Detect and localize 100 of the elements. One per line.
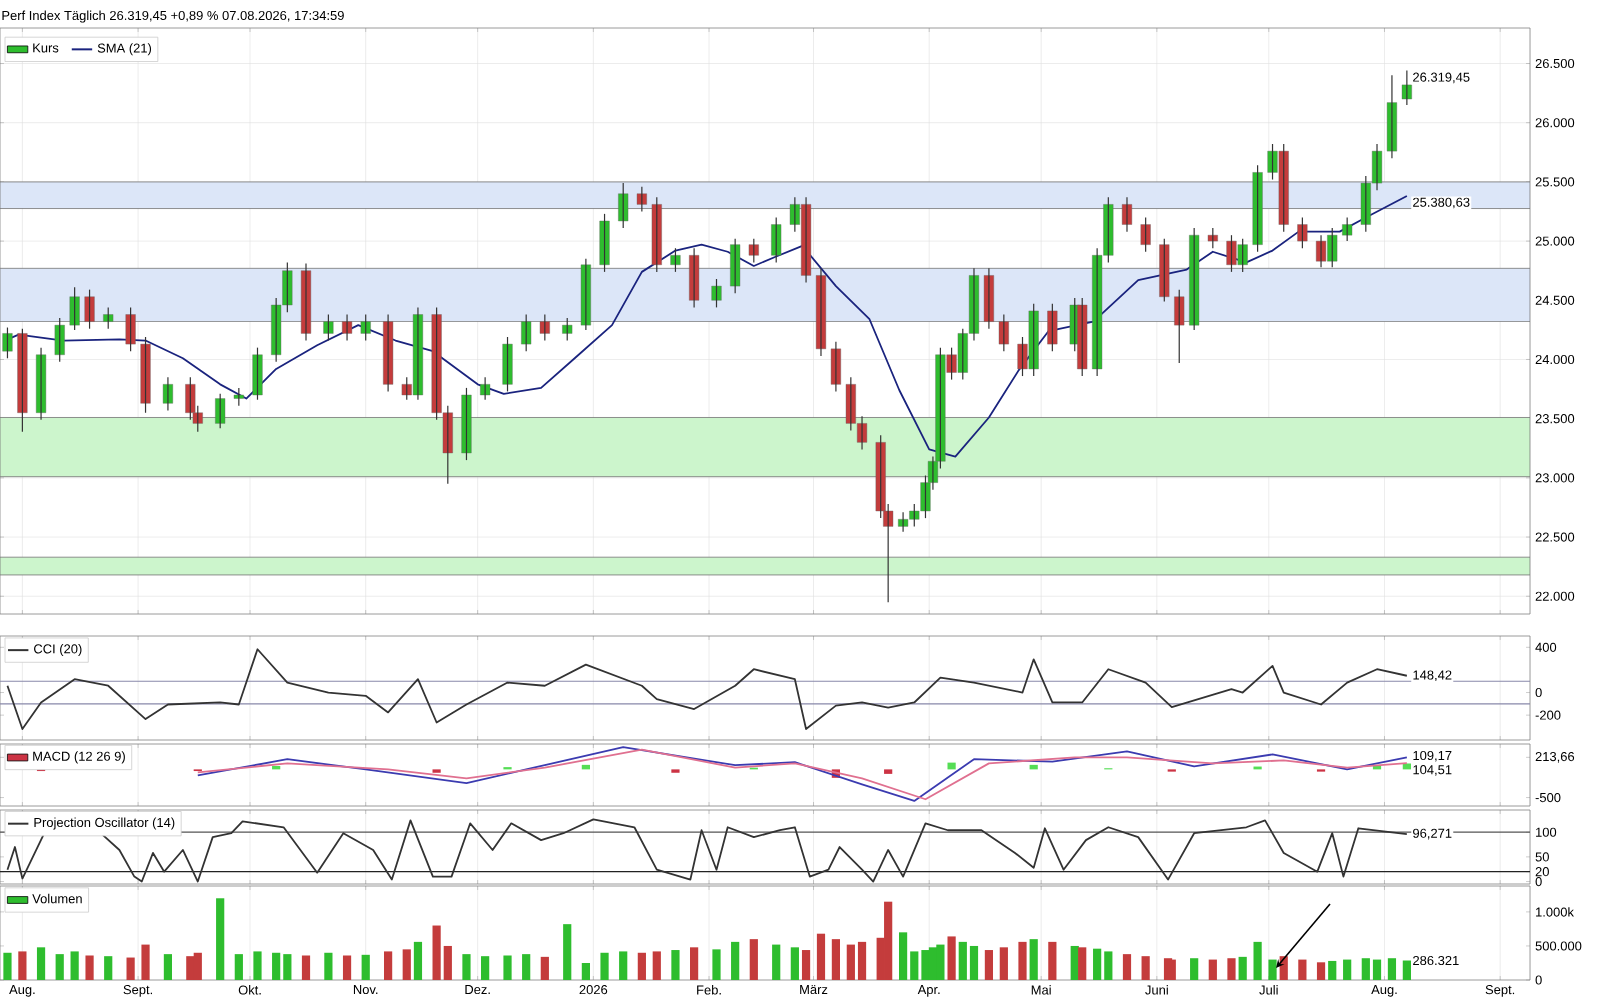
bar: [361, 954, 370, 981]
bar: [1402, 960, 1411, 981]
candlestick: [480, 376, 491, 401]
bar: [600, 952, 609, 981]
candlestick: [2, 326, 13, 359]
line-series: [6, 648, 1408, 730]
bar: [481, 956, 490, 981]
candlestick: [1252, 164, 1263, 253]
bar: [402, 949, 411, 981]
bar: [1048, 941, 1057, 981]
candlestick: [1121, 196, 1133, 233]
bar: [563, 924, 572, 981]
bar: [141, 944, 150, 981]
bar: [55, 954, 64, 981]
candlestick: [1189, 227, 1200, 331]
candlestick: [162, 376, 173, 411]
bar: [652, 951, 661, 981]
bar: [1316, 962, 1326, 981]
bar: [193, 952, 202, 981]
bar: [1078, 947, 1087, 981]
candlestick: [830, 341, 841, 393]
candlestick: [103, 306, 114, 330]
candlestick: [125, 306, 136, 352]
bar: [85, 955, 94, 981]
bar: [163, 954, 173, 981]
bar: [690, 947, 699, 981]
bar: [947, 936, 956, 981]
candlestick: [670, 247, 681, 273]
candlestick: [54, 317, 65, 363]
bar: [1343, 959, 1352, 981]
candlestick: [502, 336, 513, 393]
bar: [831, 939, 841, 981]
bar: [671, 950, 680, 981]
candlestick: [748, 238, 759, 264]
candlestick: [342, 313, 353, 342]
bar: [984, 950, 994, 981]
bar: [772, 944, 781, 981]
bar: [581, 962, 590, 981]
candlestick: [36, 347, 47, 421]
candlestick: [1140, 216, 1151, 253]
bar: [104, 956, 113, 981]
candlestick: [1297, 216, 1308, 249]
candlestick: [1342, 216, 1353, 242]
bar: [1268, 959, 1277, 981]
bar: [1122, 954, 1132, 981]
candlestick: [360, 313, 371, 342]
candlestick: [252, 347, 263, 401]
candlestick: [651, 196, 662, 273]
bar: [1227, 958, 1236, 981]
bar: [731, 941, 740, 981]
bar: [384, 951, 393, 981]
bar: [126, 957, 135, 981]
bar: [503, 955, 512, 981]
bar: [999, 947, 1008, 981]
candlestick: [1207, 227, 1218, 249]
bar: [3, 952, 12, 981]
candlestick: [1077, 297, 1088, 377]
bar: [36, 947, 46, 981]
candlestick: [689, 247, 700, 308]
bar: [884, 901, 893, 981]
bar: [70, 951, 79, 981]
bar: [749, 939, 758, 981]
bar: [342, 955, 352, 981]
candlestick: [521, 313, 532, 352]
bar: [1238, 956, 1247, 981]
candlestick: [215, 393, 226, 429]
bar: [1328, 960, 1337, 981]
bar: [301, 955, 311, 981]
bar: [324, 952, 333, 981]
bar: [462, 954, 471, 981]
bar: [637, 952, 646, 981]
bar: [712, 949, 721, 981]
candlestick: [1174, 289, 1185, 364]
bar: [790, 947, 799, 981]
bar: [216, 898, 225, 981]
bar: [413, 941, 423, 981]
bar: [1253, 941, 1262, 981]
candlestick: [1401, 70, 1412, 106]
candlestick: [84, 289, 95, 330]
candlestick: [636, 186, 647, 213]
candlestick: [300, 262, 312, 342]
candlestick: [323, 313, 334, 342]
candlestick: [771, 216, 782, 264]
candlestick: [711, 278, 722, 308]
bar: [801, 950, 811, 981]
bar: [1298, 959, 1307, 981]
bar: [1190, 958, 1199, 981]
candlestick: [580, 258, 591, 331]
bar: [522, 954, 531, 981]
bar: [816, 933, 826, 981]
bar: [253, 951, 262, 981]
candlestick: [69, 286, 80, 331]
bar: [1387, 958, 1397, 981]
bar: [1141, 956, 1150, 981]
candlestick: [983, 267, 994, 330]
candlestick: [140, 336, 151, 414]
bar: [1208, 959, 1217, 981]
candlestick: [17, 328, 28, 433]
bar: [1018, 941, 1027, 981]
bar: [936, 944, 945, 981]
